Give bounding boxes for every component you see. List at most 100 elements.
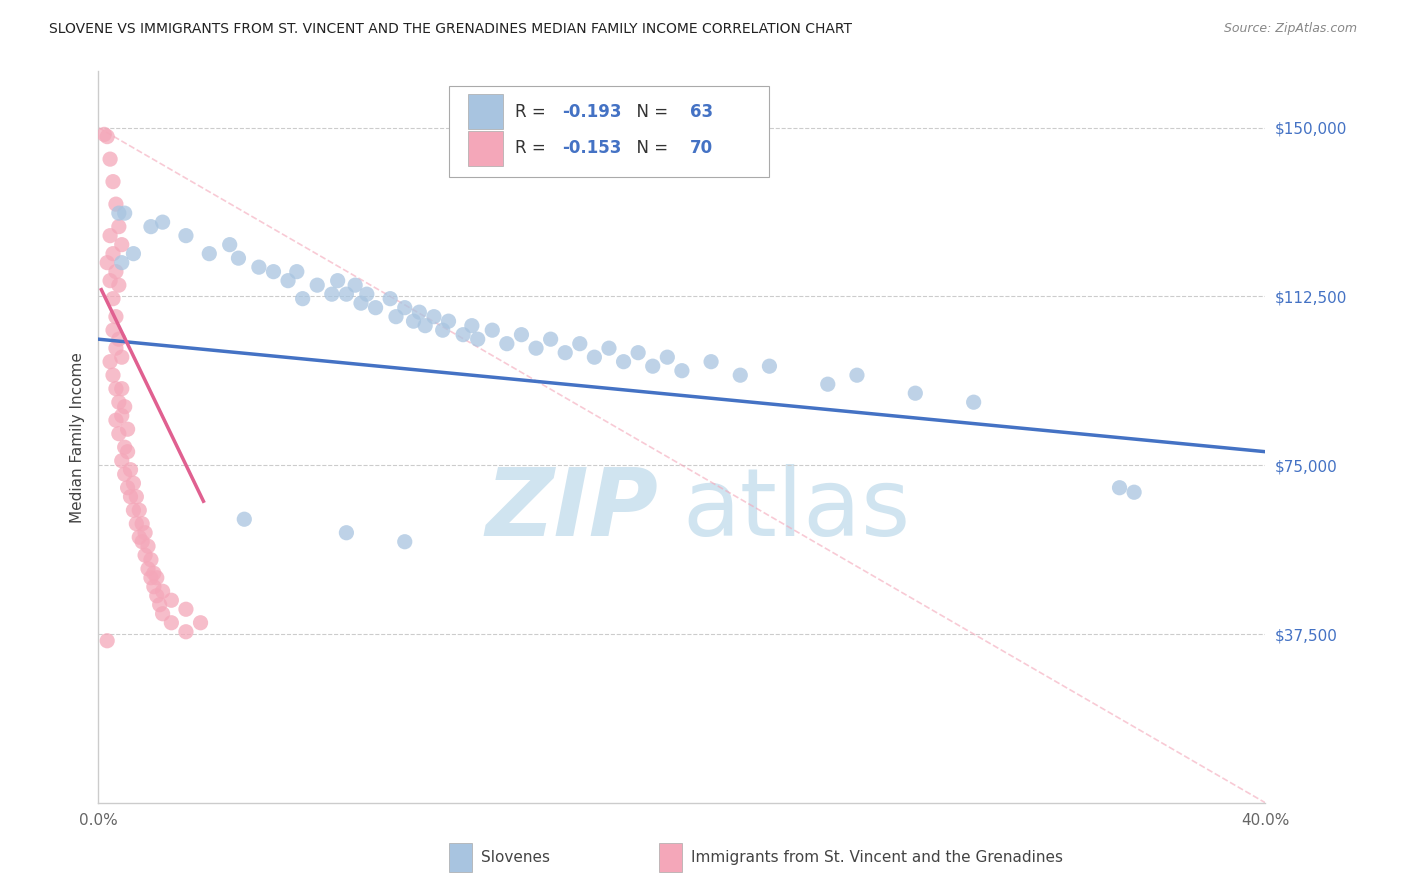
Point bbox=[136, 539, 159, 553]
Point bbox=[108, 426, 131, 441]
Point bbox=[114, 400, 136, 414]
Point bbox=[98, 228, 121, 243]
Point bbox=[583, 350, 606, 364]
Point bbox=[139, 571, 162, 585]
Point bbox=[108, 278, 131, 293]
Point bbox=[96, 633, 118, 648]
Point bbox=[524, 341, 547, 355]
FancyBboxPatch shape bbox=[468, 130, 503, 166]
Point bbox=[152, 607, 174, 621]
Point bbox=[344, 278, 367, 293]
Point bbox=[291, 292, 314, 306]
Point bbox=[335, 525, 357, 540]
Text: R =: R = bbox=[515, 139, 551, 157]
Point bbox=[437, 314, 460, 328]
Point bbox=[114, 440, 136, 454]
Point bbox=[904, 386, 927, 401]
Text: -0.153: -0.153 bbox=[562, 139, 621, 157]
Point bbox=[174, 228, 197, 243]
Point bbox=[277, 274, 299, 288]
Point bbox=[218, 237, 240, 252]
Point bbox=[98, 152, 121, 166]
Point bbox=[627, 345, 650, 359]
Point bbox=[104, 382, 127, 396]
Point bbox=[198, 246, 221, 260]
Point bbox=[496, 336, 519, 351]
Point bbox=[117, 422, 139, 436]
Text: 70: 70 bbox=[690, 139, 713, 157]
Point bbox=[451, 327, 474, 342]
Point bbox=[131, 516, 153, 531]
Point bbox=[657, 350, 679, 364]
Point bbox=[510, 327, 533, 342]
Point bbox=[394, 534, 416, 549]
Point bbox=[111, 453, 134, 467]
Point bbox=[128, 503, 150, 517]
Point bbox=[228, 251, 250, 265]
Text: atlas: atlas bbox=[682, 464, 910, 557]
Point bbox=[101, 323, 124, 337]
Point bbox=[111, 350, 134, 364]
Point bbox=[174, 602, 197, 616]
Point bbox=[128, 530, 150, 544]
Point bbox=[568, 336, 591, 351]
Point bbox=[385, 310, 408, 324]
Point bbox=[96, 255, 118, 269]
Point bbox=[114, 206, 136, 220]
Point bbox=[136, 562, 159, 576]
Point bbox=[111, 255, 134, 269]
Point bbox=[233, 512, 256, 526]
Point bbox=[146, 571, 169, 585]
Point bbox=[104, 197, 127, 211]
Point bbox=[152, 584, 174, 599]
Point bbox=[554, 345, 576, 359]
Point bbox=[160, 615, 183, 630]
Point bbox=[321, 287, 343, 301]
Text: N =: N = bbox=[626, 139, 673, 157]
Point bbox=[93, 128, 115, 142]
Point bbox=[467, 332, 489, 346]
Point bbox=[612, 354, 634, 368]
Point bbox=[122, 476, 145, 491]
Point bbox=[846, 368, 869, 383]
Point bbox=[108, 395, 131, 409]
Point bbox=[146, 589, 169, 603]
Text: Immigrants from St. Vincent and the Grenadines: Immigrants from St. Vincent and the Gren… bbox=[692, 850, 1063, 865]
Point bbox=[114, 467, 136, 482]
Point bbox=[1108, 481, 1130, 495]
Point bbox=[104, 265, 127, 279]
Point bbox=[356, 287, 378, 301]
Point bbox=[117, 444, 139, 458]
Point bbox=[350, 296, 373, 310]
Point bbox=[122, 246, 145, 260]
Point bbox=[134, 548, 156, 562]
Point bbox=[98, 354, 121, 368]
Y-axis label: Median Family Income: Median Family Income bbox=[69, 351, 84, 523]
Point bbox=[408, 305, 430, 319]
Point bbox=[174, 624, 197, 639]
Text: ZIP: ZIP bbox=[485, 464, 658, 557]
Point bbox=[139, 553, 162, 567]
Point bbox=[149, 598, 172, 612]
Text: R =: R = bbox=[515, 103, 551, 120]
Point bbox=[104, 413, 127, 427]
FancyBboxPatch shape bbox=[449, 86, 769, 178]
Point bbox=[104, 310, 127, 324]
Point bbox=[108, 219, 131, 234]
Point bbox=[120, 463, 142, 477]
Point bbox=[101, 292, 124, 306]
Point bbox=[402, 314, 425, 328]
Point bbox=[104, 341, 127, 355]
Point bbox=[730, 368, 752, 383]
Point bbox=[111, 382, 134, 396]
Text: -0.193: -0.193 bbox=[562, 103, 621, 120]
Point bbox=[142, 566, 165, 581]
Point bbox=[758, 359, 780, 374]
Point bbox=[394, 301, 416, 315]
Point bbox=[111, 237, 134, 252]
Text: Source: ZipAtlas.com: Source: ZipAtlas.com bbox=[1223, 22, 1357, 36]
Point bbox=[461, 318, 484, 333]
Point bbox=[125, 516, 148, 531]
Point bbox=[131, 534, 153, 549]
Point bbox=[190, 615, 212, 630]
